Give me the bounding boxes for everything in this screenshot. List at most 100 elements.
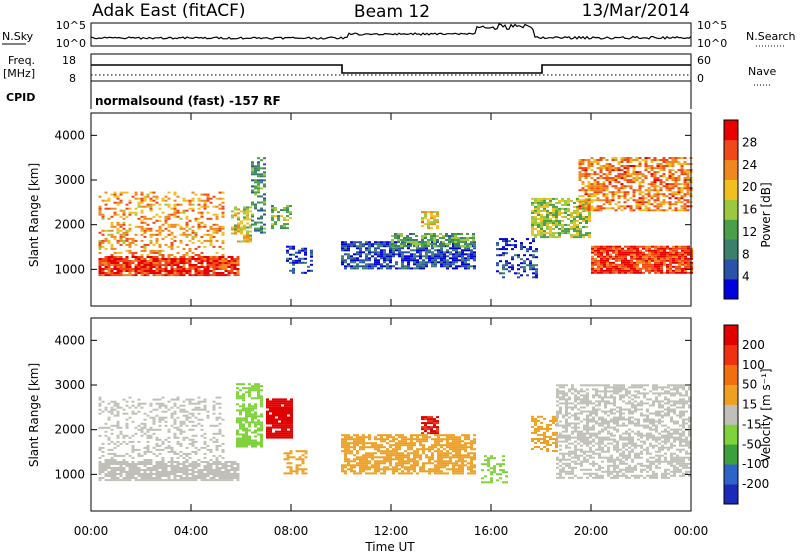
data-cell [290, 433, 293, 435]
data-cell [183, 228, 186, 230]
data-cell [147, 475, 150, 477]
data-cell [526, 248, 529, 250]
data-cell [684, 272, 687, 274]
data-cell [573, 224, 576, 226]
data-cell [678, 258, 681, 260]
data-cell [287, 404, 290, 406]
data-cell [117, 240, 120, 242]
data-cell [350, 452, 353, 454]
data-cell [540, 206, 543, 208]
data-cell [266, 411, 269, 413]
data-cell [304, 250, 307, 252]
data-cell [105, 248, 108, 250]
data-cell [132, 477, 135, 479]
data-cell [505, 260, 508, 262]
data-cell [117, 266, 120, 268]
data-cell [147, 431, 150, 433]
data-cell [204, 475, 207, 477]
data-cell [520, 242, 523, 244]
data-cell [108, 240, 111, 242]
data-cell [636, 266, 639, 268]
data-cell [678, 179, 681, 181]
data-cell [257, 185, 260, 187]
data-cell [114, 461, 117, 463]
data-cell [144, 453, 147, 455]
data-cell [237, 256, 240, 258]
data-cell [443, 460, 446, 462]
data-cell [639, 157, 642, 159]
data-cell [204, 204, 207, 206]
data-cell [359, 249, 362, 251]
data-cell [419, 261, 422, 263]
data-cell [618, 264, 621, 266]
data-cell [156, 262, 159, 264]
data-cell [204, 461, 207, 463]
data-cell [406, 245, 409, 247]
data-cell [144, 222, 147, 224]
data-cell [392, 454, 395, 456]
data-cell [392, 247, 395, 249]
data-cell [159, 419, 162, 421]
data-cell [654, 209, 657, 211]
data-cell [422, 462, 425, 464]
data-cell [648, 268, 651, 270]
data-cell [168, 461, 171, 463]
data-cell [654, 252, 657, 254]
data-cell [660, 163, 663, 165]
data-cell [546, 222, 549, 224]
data-cell [141, 272, 144, 274]
data-cell [177, 463, 180, 465]
data-cell [579, 173, 582, 175]
data-cell [219, 192, 222, 194]
data-cell [383, 452, 386, 454]
data-cell [377, 267, 380, 269]
data-cell [236, 403, 239, 405]
data-cell [153, 256, 156, 258]
data-cell [120, 463, 123, 465]
data-cell [452, 464, 455, 466]
data-cell [210, 469, 213, 471]
data-cell [624, 246, 627, 248]
data-cell [362, 434, 365, 436]
data-cell [639, 201, 642, 203]
data-cell [576, 214, 579, 216]
data-cell [231, 229, 234, 231]
data-cell [186, 471, 189, 473]
data-cell [207, 465, 210, 467]
data-cell [451, 239, 454, 241]
data-cell [377, 263, 380, 265]
data-cell [105, 427, 108, 429]
data-cell [520, 262, 523, 264]
data-cell [216, 473, 219, 475]
data-cell [117, 202, 120, 204]
data-cell [219, 230, 222, 232]
data-cell [440, 253, 443, 255]
data-cell [171, 417, 174, 419]
data-cell [213, 401, 216, 403]
data-cell [251, 385, 254, 387]
data-cell [210, 465, 213, 467]
data-cell [377, 444, 380, 446]
data-cell [452, 255, 455, 257]
data-cell [398, 460, 401, 462]
data-cell [597, 163, 600, 165]
data-cell [153, 453, 156, 455]
data-cell [350, 442, 353, 444]
data-cell [150, 427, 153, 429]
data-cell [570, 212, 573, 214]
data-cell [531, 230, 534, 232]
data-cell [168, 264, 171, 266]
data-cell [630, 246, 633, 248]
data-cell [642, 191, 645, 193]
data-cell [245, 387, 248, 389]
data-cell [210, 236, 213, 238]
data-cell [368, 259, 371, 261]
data-cell [505, 252, 508, 254]
data-cell [615, 167, 618, 169]
data-cell [117, 196, 120, 198]
data-cell [245, 446, 248, 448]
data-cell [290, 409, 293, 411]
data-cell [392, 249, 395, 251]
data-cell [603, 256, 606, 258]
data-cell [150, 437, 153, 439]
